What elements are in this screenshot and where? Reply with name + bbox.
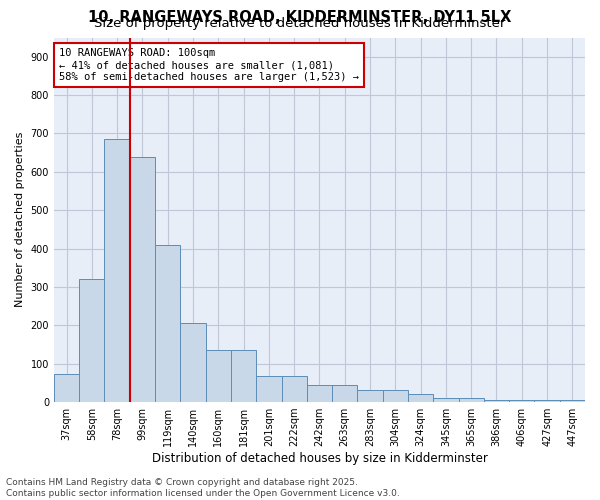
Bar — [130, 157, 155, 402]
Bar — [560, 400, 585, 402]
Bar — [79, 278, 104, 402]
Bar — [509, 400, 535, 402]
Bar — [256, 376, 281, 402]
Text: 10, RANGEWAYS ROAD, KIDDERMINSTER, DY11 5LX: 10, RANGEWAYS ROAD, KIDDERMINSTER, DY11 … — [88, 10, 512, 25]
Bar — [535, 400, 560, 402]
Bar — [358, 390, 383, 402]
Bar — [231, 350, 256, 402]
Bar — [206, 350, 231, 402]
Bar — [54, 374, 79, 402]
Bar — [484, 400, 509, 402]
Bar — [408, 394, 433, 402]
Bar — [104, 139, 130, 402]
Bar — [281, 376, 307, 402]
Text: Contains HM Land Registry data © Crown copyright and database right 2025.
Contai: Contains HM Land Registry data © Crown c… — [6, 478, 400, 498]
Bar — [181, 322, 206, 402]
X-axis label: Distribution of detached houses by size in Kidderminster: Distribution of detached houses by size … — [152, 452, 487, 465]
Bar — [155, 244, 181, 402]
Bar — [458, 398, 484, 402]
Text: Size of property relative to detached houses in Kidderminster: Size of property relative to detached ho… — [94, 18, 506, 30]
Y-axis label: Number of detached properties: Number of detached properties — [15, 132, 25, 308]
Bar — [307, 385, 332, 402]
Bar — [433, 398, 458, 402]
Text: 10 RANGEWAYS ROAD: 100sqm
← 41% of detached houses are smaller (1,081)
58% of se: 10 RANGEWAYS ROAD: 100sqm ← 41% of detac… — [59, 48, 359, 82]
Bar — [383, 390, 408, 402]
Bar — [332, 385, 358, 402]
